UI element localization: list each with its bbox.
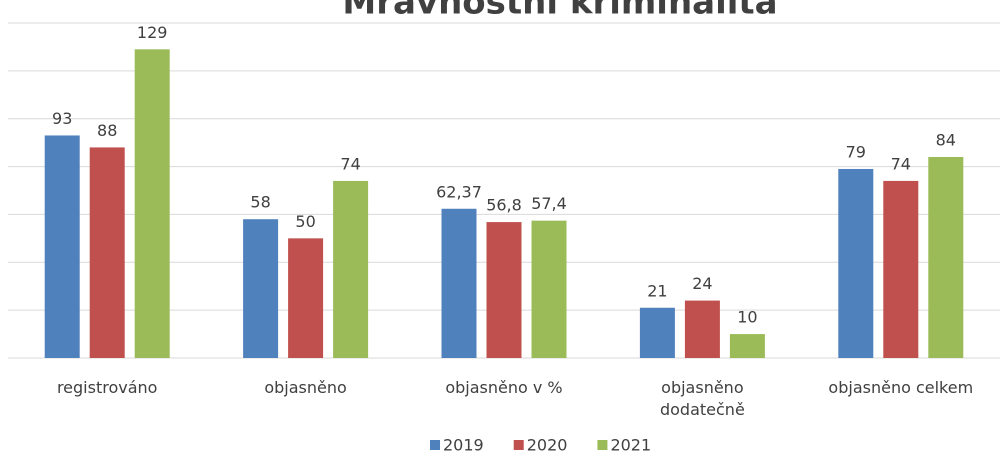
bar bbox=[883, 180, 919, 358]
data-label: 93 bbox=[52, 109, 72, 128]
data-label: 84 bbox=[936, 131, 956, 150]
bar bbox=[684, 300, 720, 358]
bar bbox=[639, 307, 675, 358]
chart-title: Mravnostní kriminalita bbox=[342, 0, 777, 23]
bar bbox=[243, 219, 279, 358]
bar bbox=[134, 49, 170, 358]
data-label: 79 bbox=[846, 142, 866, 161]
data-label: 21 bbox=[647, 281, 667, 300]
legend-label: 2019 bbox=[443, 436, 484, 455]
data-label: 24 bbox=[692, 274, 712, 293]
data-label: 74 bbox=[891, 154, 911, 173]
data-label: 58 bbox=[250, 193, 270, 212]
x-tick-label: objasněno celkem bbox=[828, 378, 974, 397]
data-label: 62,37 bbox=[436, 182, 482, 201]
x-tick-label: objasněno bbox=[264, 378, 347, 397]
bar bbox=[288, 238, 324, 358]
data-label: 50 bbox=[295, 212, 315, 231]
bar bbox=[531, 220, 567, 358]
legend-swatch bbox=[597, 440, 608, 450]
bar bbox=[333, 180, 369, 358]
data-label: 88 bbox=[97, 121, 117, 140]
bar bbox=[729, 334, 765, 358]
bar bbox=[486, 222, 522, 358]
legend-swatch bbox=[513, 440, 524, 450]
bar bbox=[89, 147, 125, 358]
bar bbox=[928, 157, 964, 358]
bar bbox=[441, 208, 477, 358]
x-tick-label: objasněno dodatečně bbox=[659, 378, 745, 419]
bar bbox=[44, 135, 80, 358]
data-label: 57,4 bbox=[531, 194, 567, 213]
x-tick-label: registrováno bbox=[56, 378, 158, 397]
data-label: 10 bbox=[737, 308, 757, 327]
data-label: 74 bbox=[340, 154, 360, 173]
legend-label: 2021 bbox=[610, 436, 651, 455]
data-label: 129 bbox=[137, 23, 168, 42]
legend-swatch bbox=[430, 440, 440, 450]
bar bbox=[838, 168, 874, 358]
data-label: 56,8 bbox=[486, 196, 522, 215]
x-tick-label: objasněno v % bbox=[445, 378, 563, 397]
legend-label: 2020 bbox=[527, 436, 568, 455]
